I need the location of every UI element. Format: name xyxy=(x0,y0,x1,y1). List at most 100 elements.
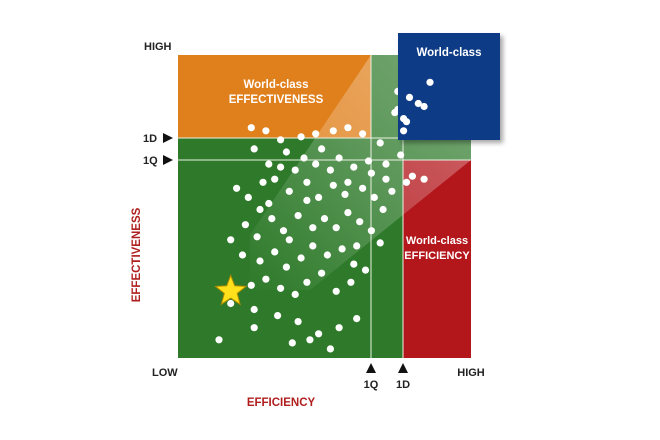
data-point xyxy=(382,160,390,168)
data-point xyxy=(315,330,323,338)
data-point xyxy=(250,324,258,332)
data-point xyxy=(303,178,311,186)
data-point xyxy=(332,287,340,295)
data-point xyxy=(244,193,252,201)
x-axis-high-label: HIGH xyxy=(457,367,485,379)
world-class-data-point xyxy=(420,102,428,111)
world-class-data-point xyxy=(414,99,422,108)
data-point xyxy=(279,227,288,235)
data-point xyxy=(359,184,367,192)
data-point xyxy=(303,196,311,204)
data-point xyxy=(376,139,384,147)
data-point xyxy=(297,254,305,262)
effectiveness-zone-label-line2: EFFECTIVENESS xyxy=(229,94,324,106)
data-point xyxy=(282,148,290,156)
data-point xyxy=(233,184,241,192)
data-point xyxy=(397,151,405,159)
data-point xyxy=(247,281,255,289)
y-1D-arrow-icon xyxy=(163,133,173,143)
data-point xyxy=(268,215,276,223)
y-axis-1D-label: 1D xyxy=(143,133,157,145)
data-point xyxy=(291,290,299,298)
data-point xyxy=(379,205,387,214)
data-point xyxy=(356,218,364,226)
data-point xyxy=(309,242,317,250)
data-point xyxy=(318,269,326,277)
world-class-data-point xyxy=(402,118,411,126)
data-point xyxy=(388,187,396,195)
data-point xyxy=(288,339,296,347)
data-point xyxy=(332,224,340,232)
data-point xyxy=(309,224,317,232)
data-point xyxy=(408,172,416,180)
data-point xyxy=(253,233,261,241)
x-1Q-arrow-icon xyxy=(366,363,376,373)
world-class-data-point xyxy=(426,78,434,86)
data-point xyxy=(353,315,361,323)
data-point xyxy=(344,178,352,186)
data-point xyxy=(361,266,370,274)
data-point xyxy=(382,175,390,183)
data-point xyxy=(326,345,334,353)
data-point xyxy=(359,130,367,138)
data-point xyxy=(420,175,428,183)
data-point xyxy=(250,305,258,314)
data-point xyxy=(250,145,258,153)
data-point xyxy=(282,263,290,271)
efficiency-zone-label-line2: EFFICIENCY xyxy=(404,250,470,262)
world-class-zone-label: World-class xyxy=(417,47,482,59)
x-axis-title: EFFICIENCY xyxy=(247,397,316,409)
data-point xyxy=(256,205,264,214)
data-point xyxy=(347,278,355,286)
star-icon xyxy=(214,273,248,306)
data-point xyxy=(353,242,361,250)
data-point xyxy=(277,136,285,144)
data-point xyxy=(285,187,293,195)
data-point xyxy=(241,221,249,229)
y-1Q-arrow-icon xyxy=(163,155,173,165)
data-point xyxy=(323,251,331,259)
data-point xyxy=(341,190,349,198)
data-point xyxy=(335,154,343,162)
data-point xyxy=(312,160,320,168)
y-axis-1Q-label: 1Q xyxy=(143,155,158,167)
data-point xyxy=(294,318,302,326)
data-point xyxy=(402,178,411,186)
data-point xyxy=(285,236,293,244)
data-point xyxy=(338,245,346,253)
data-point xyxy=(238,251,247,259)
data-points xyxy=(215,87,428,353)
data-point xyxy=(297,133,305,141)
world-class-points xyxy=(400,78,434,135)
data-point xyxy=(364,157,373,165)
world-class-zone xyxy=(398,33,500,140)
data-point xyxy=(271,175,279,183)
data-point xyxy=(294,212,302,220)
data-point xyxy=(344,124,352,132)
x-1D-arrow-icon xyxy=(398,363,408,373)
data-point xyxy=(344,209,352,217)
x-axis-low-label: LOW xyxy=(152,367,178,379)
world-class-data-point xyxy=(405,93,414,101)
y-axis-high-label: HIGH xyxy=(144,41,172,53)
efficiency-zone-label-line1: World-class xyxy=(406,235,468,247)
data-point xyxy=(312,130,320,138)
x-axis-1D-label: 1D xyxy=(396,379,410,391)
data-point xyxy=(274,312,282,320)
data-point xyxy=(265,160,273,168)
data-point xyxy=(350,163,358,171)
data-point xyxy=(376,239,384,247)
data-point xyxy=(259,178,267,186)
data-point xyxy=(227,299,235,308)
data-point xyxy=(300,154,308,162)
data-point xyxy=(291,166,299,174)
data-point xyxy=(227,236,235,244)
x-axis-1Q-label: 1Q xyxy=(364,379,379,391)
data-point xyxy=(370,193,378,201)
data-point xyxy=(265,199,273,208)
data-point xyxy=(262,127,270,135)
data-point xyxy=(303,278,311,286)
data-point xyxy=(326,166,334,174)
data-point xyxy=(391,109,399,117)
